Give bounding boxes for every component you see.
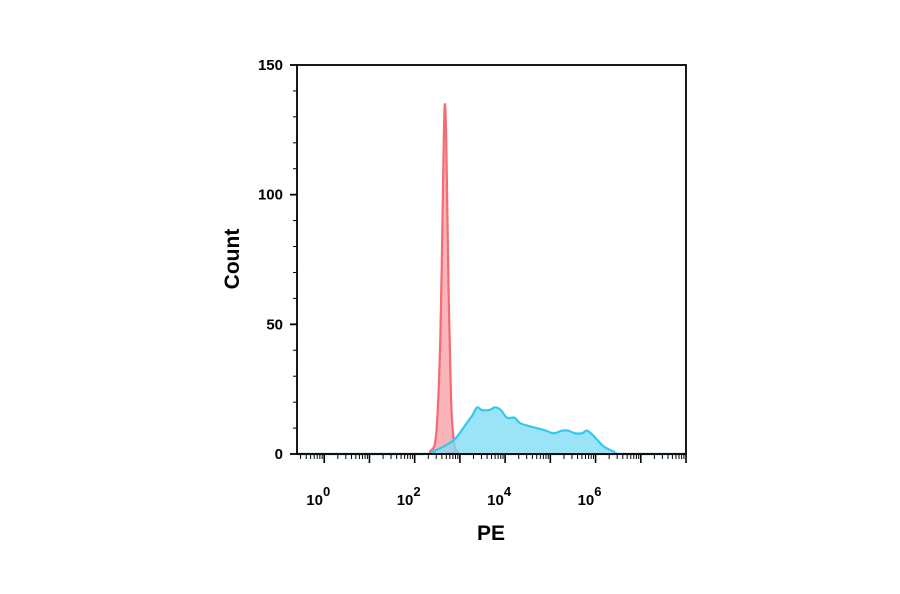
- x-tick-label: 106: [578, 484, 602, 509]
- series-1-area: [297, 104, 686, 455]
- y-tick-label: 100: [258, 187, 283, 204]
- series-2-area: [297, 407, 686, 454]
- y-axis-ticks: 0 50 100 150: [258, 57, 297, 463]
- series-1-line: [296, 103, 686, 456]
- x-tick-label: 104: [487, 484, 512, 509]
- y-axis-title: Count: [221, 229, 244, 290]
- y-tick-label: 0: [275, 446, 283, 463]
- x-tick-label: 100: [306, 484, 330, 509]
- x-axis-ticks: 100 102 104 106: [306, 484, 601, 509]
- x-axis-title: PE: [477, 522, 505, 545]
- y-tick-label: 50: [266, 316, 283, 333]
- plot-frame: [296, 64, 687, 455]
- x-tick-label: 102: [397, 484, 421, 509]
- series-layer: [296, 103, 686, 456]
- x-minor-ticks: [300, 454, 687, 463]
- y-tick-label: 150: [258, 57, 283, 74]
- series-2-line: [296, 406, 686, 456]
